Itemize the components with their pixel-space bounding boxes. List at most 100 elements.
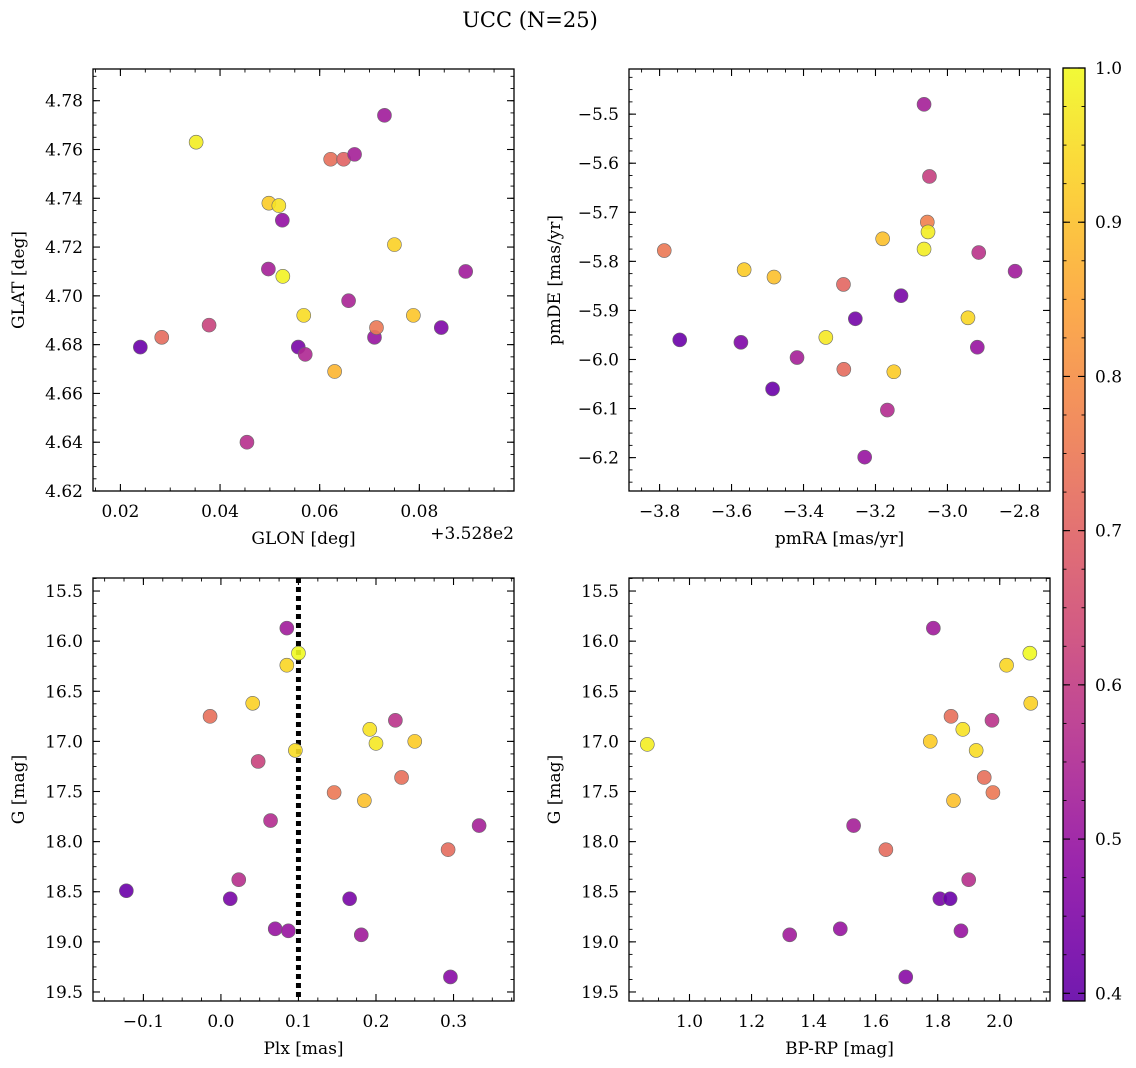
colorbar-tick-label: 0.8 xyxy=(1095,367,1122,387)
x-tick-label: 1.4 xyxy=(800,1012,827,1032)
y-tick-label: 18.0 xyxy=(45,833,83,853)
scatter-point xyxy=(267,921,283,937)
scatter-point xyxy=(1007,263,1023,279)
scatter-point xyxy=(271,198,287,213)
colorbar-tick-label: 0.5 xyxy=(1095,830,1122,850)
scatter-point xyxy=(296,308,312,323)
scatter-point xyxy=(920,224,936,240)
y-tick-label: 18.0 xyxy=(581,833,619,853)
scatter-point xyxy=(133,339,148,355)
y-tick-label: 17.0 xyxy=(45,732,83,752)
scatter-point xyxy=(736,262,752,277)
scatter-point xyxy=(288,743,303,758)
y-tick-label: −5.7 xyxy=(578,203,619,223)
scatter-point xyxy=(766,269,782,285)
y-tick-label: 19.5 xyxy=(45,983,83,1003)
scatter-point xyxy=(369,320,384,335)
scatter-point xyxy=(953,923,969,939)
scatter-point xyxy=(880,402,895,418)
scatter-point xyxy=(327,364,342,379)
scatter-point xyxy=(875,231,890,247)
scatter-point xyxy=(471,818,487,833)
scatter-point xyxy=(279,620,295,636)
scatter-point xyxy=(955,722,971,737)
x-tick-label: 1.0 xyxy=(676,1012,703,1032)
y-tick-label: 4.62 xyxy=(45,482,83,502)
y-axis-label: G [mag] xyxy=(545,755,565,824)
y-tick-label: 15.5 xyxy=(581,582,619,602)
x-axis-label: pmRA [mas/yr] xyxy=(775,529,904,549)
colorbar: 0.4 0.5 0.6 0.7 0.8 0.9 1.0 xyxy=(1062,59,1122,1004)
scatter-point xyxy=(960,310,976,326)
scatter-points xyxy=(133,108,473,450)
scatter-point xyxy=(999,657,1014,673)
scatter-point xyxy=(263,813,278,828)
x-tick-label: 1.6 xyxy=(862,1012,889,1032)
colorbar-tick-label: 0.6 xyxy=(1095,676,1122,696)
y-tick-label: 4.68 xyxy=(45,336,83,356)
scatter-point xyxy=(984,713,1000,728)
scatter-point xyxy=(231,872,247,888)
y-tick-label: 16.5 xyxy=(45,682,83,702)
scatter-point xyxy=(818,330,834,345)
y-tick-label: −6.2 xyxy=(578,449,619,469)
y-axis-label: G [mag] xyxy=(9,755,29,824)
panel-plx-g: −0.1 0.0 0.1 0.2 0.3 15.5 16.0 16.5 17.0 17.5 18.0… xyxy=(9,577,515,1059)
y-tick-label: 4.72 xyxy=(45,238,83,258)
scatter-point xyxy=(846,818,861,833)
scatter-point xyxy=(201,317,217,333)
y-tick-label: 15.5 xyxy=(45,582,83,602)
scatter-point xyxy=(640,737,655,752)
scatter-point xyxy=(946,793,961,808)
scatter-point xyxy=(297,347,313,362)
x-tick-label: −3.0 xyxy=(927,502,968,522)
scatter-point xyxy=(440,842,456,857)
x-axis-label: GLON [deg] xyxy=(251,529,355,549)
scatter-point xyxy=(656,243,672,258)
scatter-point xyxy=(836,277,851,292)
scatter-point xyxy=(222,891,238,907)
colorbar-tick-label: 0.9 xyxy=(1095,213,1122,233)
x-tick-label: 2.0 xyxy=(986,1012,1013,1032)
scatter-point xyxy=(961,872,977,888)
x-tick-label: 0.1 xyxy=(285,1012,312,1032)
scatter-point xyxy=(387,237,402,252)
x-tick-label: 0.08 xyxy=(400,502,438,522)
scatter-point xyxy=(968,743,984,758)
y-tick-label: 4.76 xyxy=(45,140,83,160)
y-tick-label: 4.74 xyxy=(45,189,83,209)
scatter-point xyxy=(1023,695,1039,711)
y-tick-label: 18.5 xyxy=(45,883,83,903)
scatter-point xyxy=(394,770,409,785)
x-tick-label: 0.04 xyxy=(201,502,239,522)
scatter-point xyxy=(406,308,421,323)
x-tick-label: 0.06 xyxy=(301,502,339,522)
x-offset-label: +3.528e2 xyxy=(430,524,514,544)
axes-frame xyxy=(92,577,515,1002)
scatter-point xyxy=(377,108,392,123)
y-tick-label: 18.5 xyxy=(581,883,619,903)
y-tick-label: 19.0 xyxy=(45,933,83,953)
x-tick-label: 1.8 xyxy=(924,1012,951,1032)
scatter-point xyxy=(926,620,941,636)
scatter-point xyxy=(789,350,805,365)
y-tick-label: 16.0 xyxy=(45,632,83,652)
scatter-point xyxy=(782,927,798,943)
y-tick-label: 17.0 xyxy=(581,732,619,752)
scatter-point xyxy=(368,736,384,751)
y-tick-label: −5.8 xyxy=(578,252,619,272)
scatter-points xyxy=(640,620,1039,985)
colorbar-gradient xyxy=(1062,67,1086,1002)
colorbar-tick-label: 0.7 xyxy=(1095,522,1122,542)
axes-frame xyxy=(92,68,515,492)
x-tick-label: 0.0 xyxy=(207,1012,234,1032)
panel-glon-glat: 0.02 0.04 0.06 0.08 4.62 4.64 4.66 4.68 4.70 4.72… xyxy=(9,68,515,549)
x-tick-label: 0.2 xyxy=(362,1012,389,1032)
y-tick-label: 16.5 xyxy=(581,682,619,702)
scatter-point xyxy=(886,364,902,380)
scatter-point xyxy=(970,339,985,355)
scatter-point xyxy=(326,785,342,800)
colorbar-tick-label: 0.4 xyxy=(1095,984,1122,1004)
scatter-point xyxy=(261,261,276,277)
